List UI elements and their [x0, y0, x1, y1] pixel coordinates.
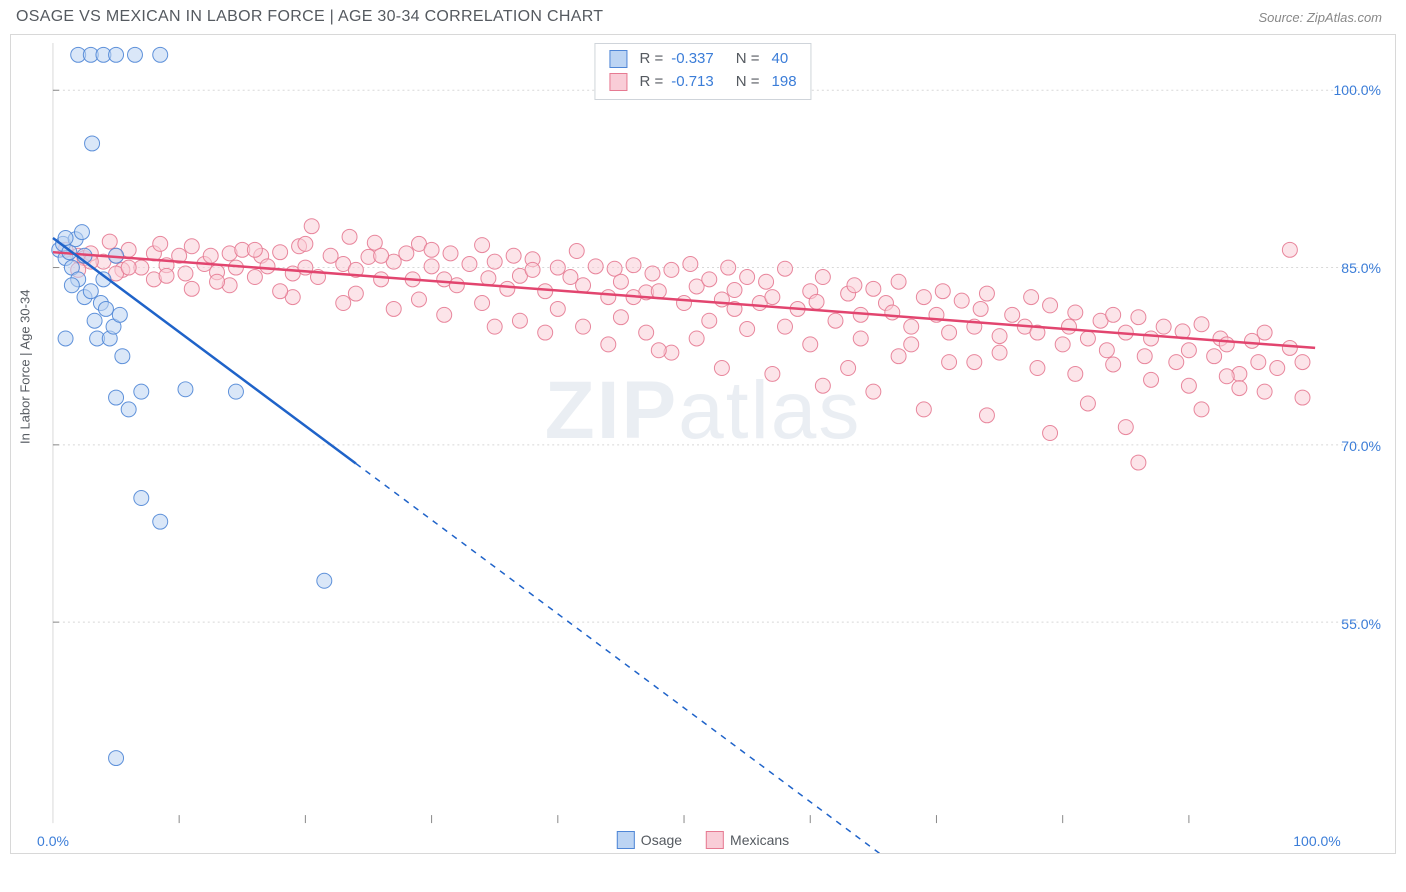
y-tick-label: 85.0%: [1341, 260, 1381, 276]
chart-area: In Labor Force | Age 30-34 ZIPatlas R = …: [10, 34, 1396, 854]
n-label: N =: [736, 71, 760, 94]
chart-title: OSAGE VS MEXICAN IN LABOR FORCE | AGE 30…: [16, 8, 603, 26]
legend-item-osage: Osage: [617, 831, 682, 849]
swatch-mexican-icon: [706, 831, 724, 849]
stats-row-osage: R = -0.337 N = 40: [609, 48, 796, 71]
r-value-osage: -0.337: [671, 48, 714, 71]
n-value-mexican: 198: [772, 71, 797, 94]
y-tick-label: 55.0%: [1341, 616, 1381, 632]
plot-svg: [11, 35, 1395, 853]
r-label: R =: [639, 48, 663, 71]
stats-box: R = -0.337 N = 40 R = -0.713 N = 198: [594, 43, 811, 100]
r-value-mexican: -0.713: [671, 71, 714, 94]
legend: Osage Mexicans: [613, 831, 793, 849]
x-tick-label: 0.0%: [37, 833, 69, 849]
legend-item-mexican: Mexicans: [706, 831, 789, 849]
swatch-mexican-icon: [609, 73, 627, 91]
legend-label-osage: Osage: [641, 832, 682, 848]
y-tick-label: 100.0%: [1334, 82, 1381, 98]
swatch-osage-icon: [609, 50, 627, 68]
y-tick-label: 70.0%: [1341, 438, 1381, 454]
chart-source: Source: ZipAtlas.com: [1258, 10, 1382, 25]
legend-label-mexican: Mexicans: [730, 832, 789, 848]
swatch-osage-icon: [617, 831, 635, 849]
stats-row-mexican: R = -0.713 N = 198: [609, 71, 796, 94]
n-label: N =: [736, 48, 760, 71]
n-value-osage: 40: [772, 48, 789, 71]
r-label: R =: [639, 71, 663, 94]
x-tick-label: 100.0%: [1293, 833, 1340, 849]
